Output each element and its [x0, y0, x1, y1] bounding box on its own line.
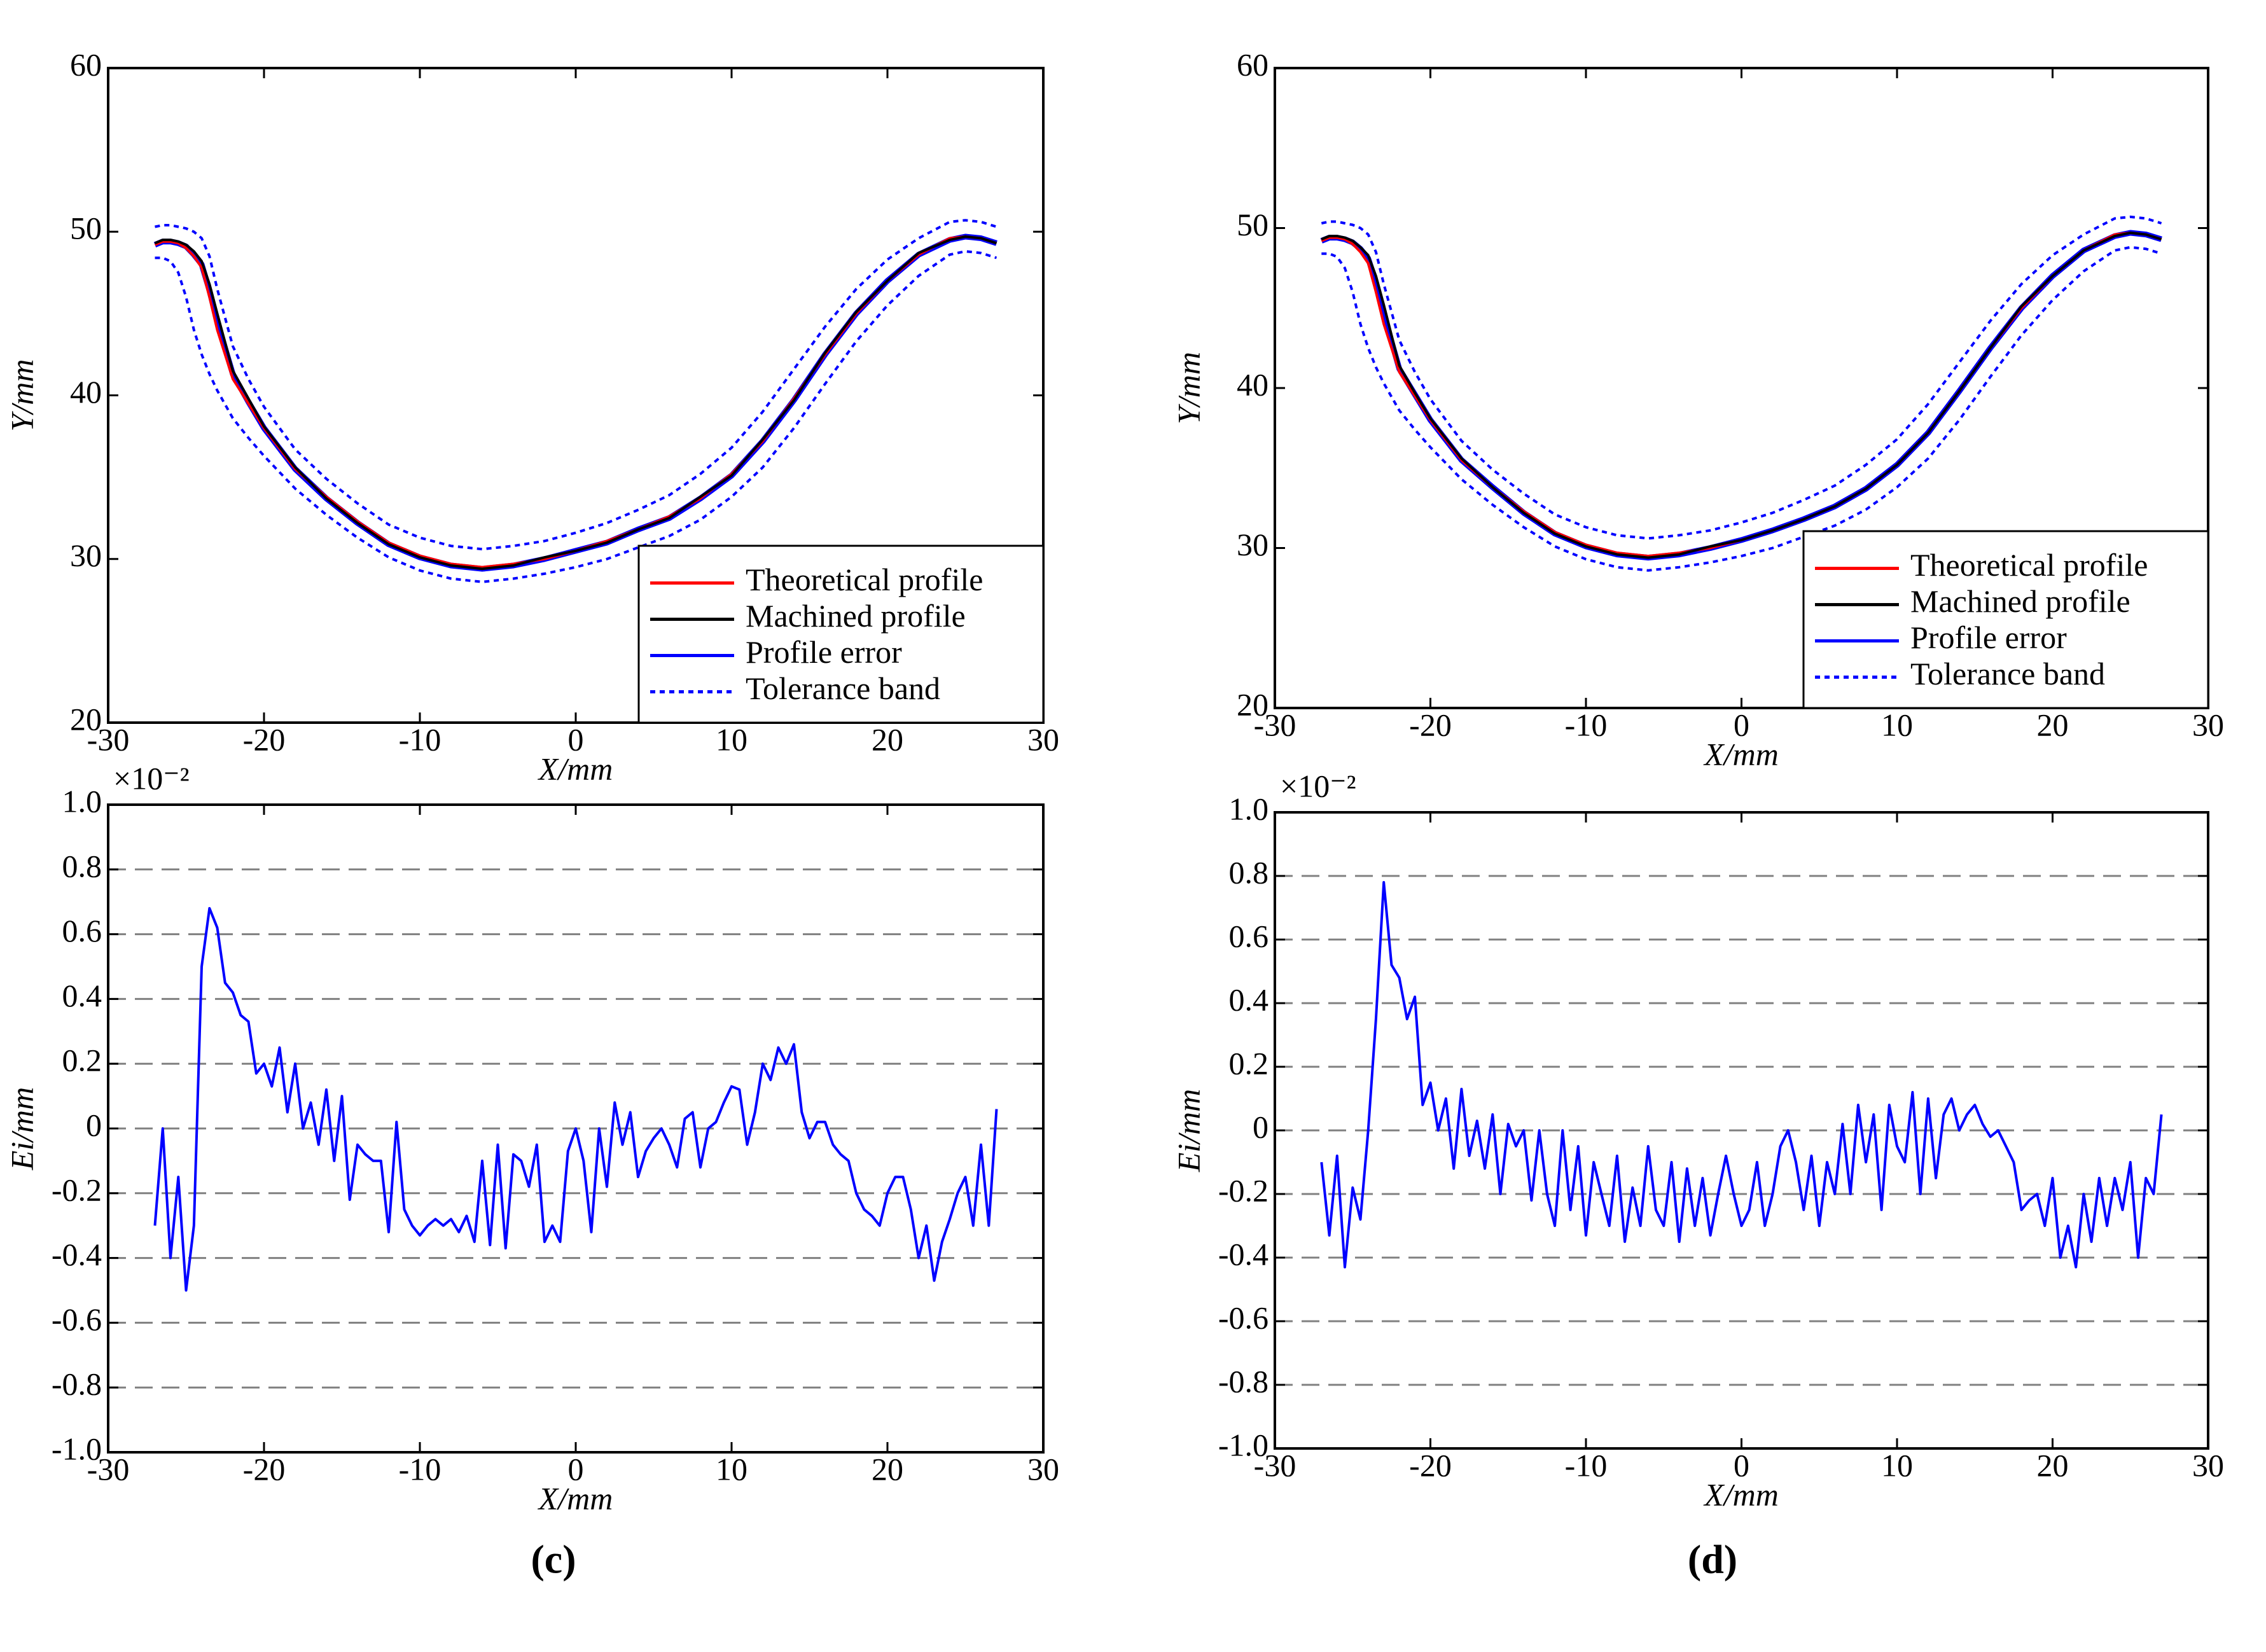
x-axis-label: X/mm [538, 751, 613, 786]
series-line [155, 250, 997, 583]
series-line [1320, 881, 2163, 1268]
y-tick-label: 0.6 [1229, 918, 1269, 954]
legend-label: Theoretical profile [1910, 547, 2148, 583]
series-line [155, 219, 997, 551]
x-tick-label: 30 [1027, 1451, 1059, 1487]
series-line [1321, 215, 2162, 540]
axis-multiplier: ×10⁻² [113, 760, 190, 796]
y-tick-label: -0.4 [52, 1237, 102, 1272]
axis-multiplier: ×10⁻² [1280, 768, 1356, 803]
y-tick-label: -0.2 [52, 1172, 102, 1207]
legend-label: Theoretical profile [746, 562, 983, 597]
legend-label: Profile error [1910, 620, 2067, 655]
x-tick-label: 0 [568, 1451, 584, 1487]
x-axis-label: X/mm [1703, 736, 1779, 772]
x-tick-label: -10 [1565, 1447, 1608, 1483]
x-tick-label: -30 [87, 1451, 130, 1487]
x-tick-label: -10 [1565, 707, 1608, 742]
y-tick-label: 0 [1253, 1109, 1269, 1144]
y-tick-label: 0.8 [1229, 854, 1269, 890]
x-tick-label: 10 [716, 1451, 747, 1487]
y-tick-label: -0.6 [52, 1301, 102, 1337]
y-tick-label: 0.4 [62, 978, 102, 1013]
x-tick-label: 20 [872, 721, 903, 757]
x-tick-label: 30 [2192, 1447, 2224, 1483]
y-axis-label: Ei/mm [4, 1087, 39, 1171]
y-tick-label: 20 [70, 701, 102, 737]
x-tick-label: -10 [399, 1451, 441, 1487]
legend-box [1802, 530, 2209, 709]
y-tick-label: 20 [1237, 686, 1269, 722]
y-tick-label: 60 [1237, 46, 1269, 82]
series-line [1321, 232, 2162, 559]
x-tick-label: -20 [243, 721, 286, 757]
y-tick-label: -0.4 [1218, 1236, 1269, 1272]
x-tick-label: 0 [1734, 707, 1749, 742]
legend-label: Profile error [746, 634, 902, 670]
legend-label: Machined profile [1910, 583, 2130, 619]
y-tick-label: 0.2 [62, 1043, 102, 1078]
x-tick-label: -30 [1254, 707, 1296, 742]
panel-label: (c) [531, 1537, 576, 1582]
x-axis-label: X/mm [1703, 1476, 1779, 1512]
y-tick-label: -0.8 [52, 1366, 102, 1402]
x-tick-label: 30 [2192, 707, 2224, 742]
series-line [1321, 246, 2162, 572]
x-tick-label: 20 [2037, 707, 2069, 742]
x-tick-label: 0 [568, 721, 584, 757]
x-tick-label: -20 [243, 1451, 286, 1487]
x-tick-label: 20 [872, 1451, 903, 1487]
y-tick-label: 50 [70, 211, 102, 246]
x-tick-label: -20 [1409, 707, 1452, 742]
y-tick-label: -0.8 [1218, 1363, 1269, 1399]
x-axis-label: X/mm [538, 1480, 613, 1516]
x-tick-label: -30 [87, 721, 130, 757]
y-axis-label: Ei/mm [1171, 1089, 1206, 1173]
legend-label: Machined profile [746, 598, 966, 634]
x-tick-label: -10 [399, 721, 441, 757]
legend-label: Tolerance band [1910, 656, 2105, 691]
y-tick-label: -1.0 [1218, 1427, 1269, 1462]
y-tick-label: 30 [1237, 527, 1269, 562]
legend-box [637, 545, 1045, 724]
y-tick-label: 40 [70, 374, 102, 410]
x-tick-label: 30 [1027, 721, 1059, 757]
panel-label: (d) [1688, 1537, 1737, 1582]
series-line [153, 906, 998, 1292]
y-tick-label: -1.0 [52, 1431, 102, 1466]
x-tick-label: 20 [2037, 1447, 2069, 1483]
y-tick-label: 30 [70, 538, 102, 573]
y-tick-label: 0.2 [1229, 1045, 1269, 1081]
x-tick-label: 10 [716, 721, 747, 757]
x-tick-label: -20 [1409, 1447, 1452, 1483]
x-tick-label: -30 [1254, 1447, 1296, 1483]
y-tick-label: 60 [70, 46, 102, 82]
y-tick-label: -0.2 [1218, 1172, 1269, 1208]
y-tick-label: 40 [1237, 366, 1269, 402]
legend-label: Tolerance band [746, 670, 940, 706]
y-axis-label: Y/mm [4, 359, 39, 432]
x-tick-label: 0 [1734, 1447, 1749, 1483]
series-line [154, 235, 997, 571]
y-tick-label: 1.0 [62, 783, 102, 819]
x-tick-label: 10 [1881, 1447, 1913, 1483]
y-tick-label: 0.8 [62, 848, 102, 884]
y-tick-label: 50 [1237, 207, 1269, 242]
y-tick-label: 1.0 [1229, 791, 1269, 826]
y-tick-label: 0.4 [1229, 982, 1269, 1017]
y-tick-label: 0 [86, 1107, 102, 1142]
y-tick-label: 0.6 [62, 913, 102, 948]
x-tick-label: 10 [1881, 707, 1913, 742]
y-axis-label: Y/mm [1171, 352, 1206, 424]
y-tick-label: -0.6 [1218, 1300, 1269, 1335]
